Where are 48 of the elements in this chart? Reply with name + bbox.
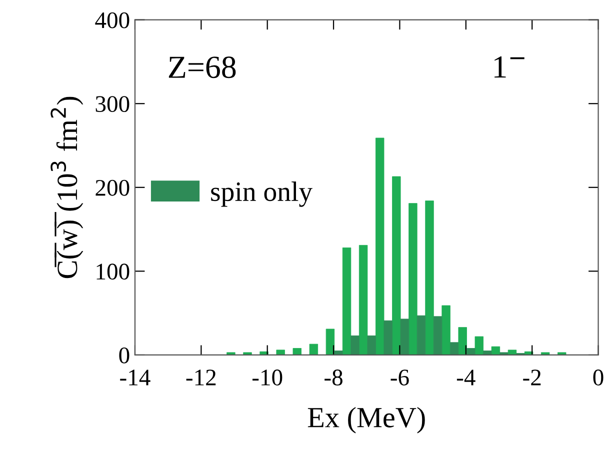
x-tick-label: -8 xyxy=(324,370,342,386)
bar xyxy=(458,327,467,355)
bar xyxy=(367,335,376,355)
x-tick-label: -14 xyxy=(120,370,150,386)
bar xyxy=(408,203,418,355)
bar xyxy=(508,350,517,355)
bar xyxy=(276,350,285,355)
y-tick-label: 200 xyxy=(96,180,130,196)
bar xyxy=(433,316,442,355)
bar xyxy=(540,352,550,355)
bar xyxy=(500,352,508,355)
x-tick-label: -6 xyxy=(390,370,409,386)
bar xyxy=(442,305,450,355)
x-tick-label: -12 xyxy=(186,370,216,386)
bar xyxy=(292,348,302,355)
bar xyxy=(350,335,360,355)
bar xyxy=(400,318,410,355)
bar xyxy=(425,200,434,355)
bar xyxy=(326,328,335,355)
bar xyxy=(334,350,343,355)
bar xyxy=(474,336,484,355)
bar xyxy=(309,344,318,355)
y-tick-label: 100 xyxy=(96,264,130,280)
y-tick-label: 0 xyxy=(119,347,130,364)
bar xyxy=(376,138,384,355)
bar xyxy=(384,320,392,355)
bar xyxy=(558,352,566,355)
x-tick-label: -10 xyxy=(252,370,282,386)
annotation: 1$^{−}$ xyxy=(494,56,524,78)
x-tick-label: 0 xyxy=(593,370,604,386)
bar xyxy=(491,346,500,355)
bar xyxy=(450,342,459,355)
y-tick-label: 300 xyxy=(96,96,130,112)
annotation: Z=68 xyxy=(168,56,236,78)
bar xyxy=(226,352,236,355)
x-tick-label: -2 xyxy=(523,370,541,386)
bar xyxy=(342,248,352,355)
y-tick-label: 400 xyxy=(95,12,130,28)
x-axis-title: Ex (MeV) xyxy=(308,406,425,434)
bar xyxy=(243,352,252,355)
x-tick-label: -4 xyxy=(456,370,476,386)
bar xyxy=(392,176,401,355)
bar xyxy=(466,348,476,355)
bar xyxy=(358,245,368,355)
legend-label: spin only xyxy=(211,182,312,207)
y-axis-title: C̅(̅w̅)̅ (10$^{3}$ fm$^{2}$) xyxy=(50,96,84,278)
bar xyxy=(416,315,426,355)
bar xyxy=(483,350,492,355)
